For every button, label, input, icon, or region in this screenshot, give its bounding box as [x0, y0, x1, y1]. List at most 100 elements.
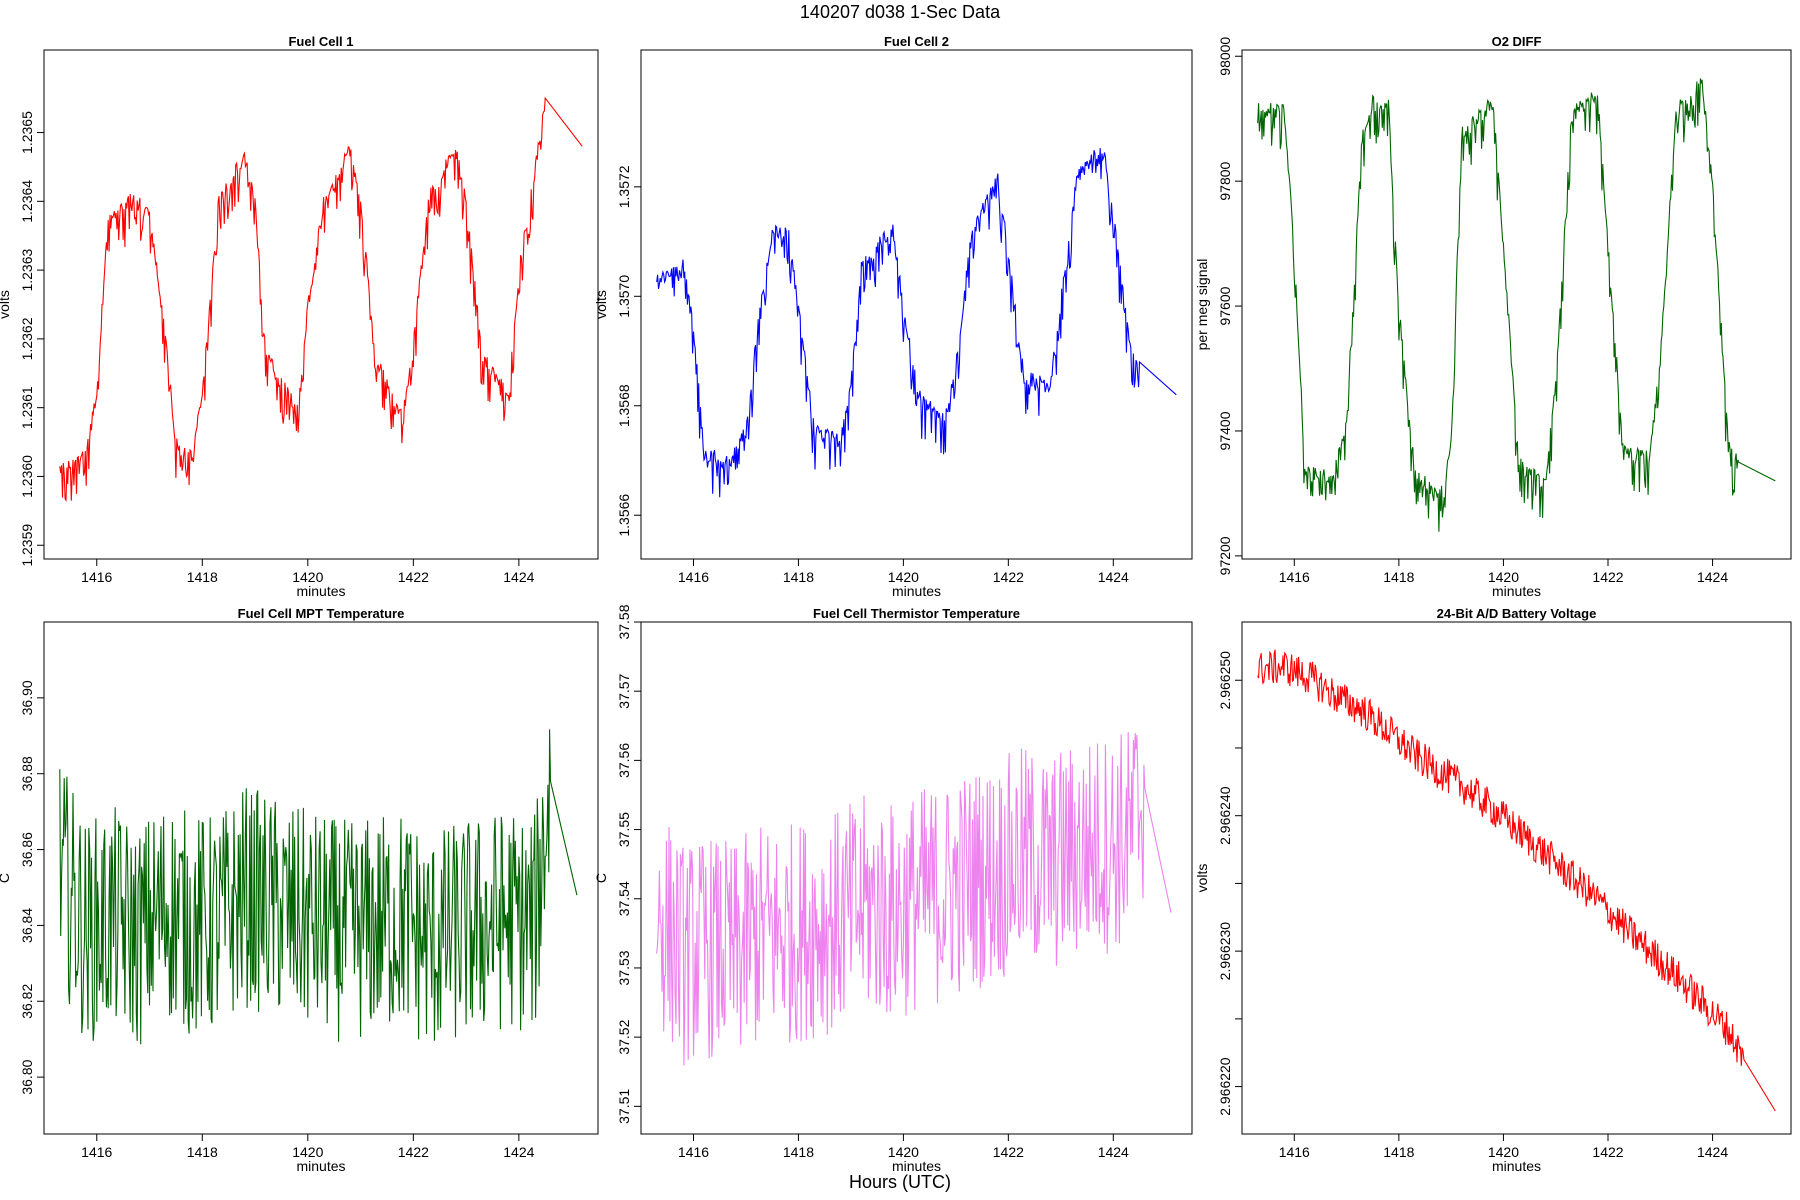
y-tick-label: 2.966220	[1217, 1057, 1233, 1116]
y-tick-label: 97400	[1217, 411, 1233, 450]
plot-frame	[1241, 49, 1792, 560]
x-tick-label: 1422	[398, 1144, 429, 1160]
y-tick-label: 37.56	[616, 743, 632, 778]
y-tick-label: 1.3568	[616, 384, 632, 427]
data-series-line	[59, 96, 583, 502]
plot-frame	[1241, 621, 1792, 1135]
x-tick-label: 1424	[1098, 1144, 1129, 1160]
y-tick-label: 37.53	[616, 950, 632, 985]
plot-frame	[43, 621, 599, 1135]
x-tick-label: 1424	[1697, 1144, 1728, 1160]
y-axis-label: volts	[593, 290, 609, 319]
plot-frame	[640, 49, 1193, 560]
panel-6: 24-Bit A/D Battery Voltage 1416 1418 1420 14…	[1194, 606, 1792, 1174]
panel-5: Fuel Cell Thermistor Temperature 1416 1418…	[593, 604, 1193, 1174]
x-tick-label: 1418	[1383, 569, 1414, 585]
y-tick-label: 36.90	[19, 680, 35, 715]
x-tick-label: 1418	[1383, 1144, 1414, 1160]
y-tick-label: 1.3566	[616, 494, 632, 537]
y-tick-label: 1.2365	[19, 111, 35, 154]
y-tick-label: 36.88	[19, 756, 35, 791]
x-tick-label: 1424	[1697, 569, 1728, 585]
data-series-line	[656, 732, 1172, 1066]
plot-area-3	[1241, 49, 1792, 560]
y-tick-label: 97200	[1217, 536, 1233, 575]
x-axis-label: minutes	[892, 1158, 941, 1174]
y-tick-label: 2.966240	[1217, 786, 1233, 845]
panel-title: O2 DIFF	[1492, 34, 1542, 49]
x-axis-label: minutes	[892, 583, 941, 599]
x-axis-label: minutes	[296, 583, 345, 599]
figure-title: 140207 d038 1-Sec Data	[800, 2, 1001, 22]
x-tick-label: 1416	[81, 1144, 112, 1160]
data-series-line	[1257, 78, 1776, 532]
x-tick-label: 1416	[678, 1144, 709, 1160]
plot-area-2	[640, 49, 1193, 560]
y-tick-label: 1.2361	[19, 386, 35, 429]
y-tick-label: 37.57	[616, 673, 632, 708]
x-axis-label: minutes	[296, 1158, 345, 1174]
panel-title: Fuel Cell 1	[288, 34, 353, 49]
x-tick-label: 1420	[292, 1144, 323, 1160]
y-tick-label: 97600	[1217, 286, 1233, 325]
y-axis-label: C	[593, 873, 609, 883]
panel-3: O2 DIFF 1416 1418 1420 1422 1424 minutes 97200 9…	[1194, 34, 1792, 599]
y-axis-label: volts	[1194, 864, 1210, 893]
x-tick-label: 1420	[888, 1144, 919, 1160]
panel-title: Fuel Cell Thermistor Temperature	[813, 606, 1020, 621]
y-tick-label: 1.2360	[19, 455, 35, 498]
x-tick-label: 1420	[888, 569, 919, 585]
y-tick-label: 36.84	[19, 908, 35, 943]
y-tick-label: 2.966230	[1217, 922, 1233, 981]
panels: Fuel Cell 1 1416 1418 1420 1422 1424 minutes 1.…	[0, 34, 1792, 1174]
panel-title: Fuel Cell MPT Temperature	[238, 606, 405, 621]
x-tick-label: 1422	[993, 569, 1024, 585]
panel-title: Fuel Cell 2	[884, 34, 949, 49]
y-axis-label: C	[0, 873, 12, 883]
y-tick-label: 2.966250	[1217, 651, 1233, 710]
figure-xlabel: Hours (UTC)	[849, 1172, 951, 1192]
y-tick-label: 36.86	[19, 832, 35, 867]
panel-1: Fuel Cell 1 1416 1418 1420 1422 1424 minutes 1.…	[0, 34, 599, 599]
x-tick-label: 1422	[993, 1144, 1024, 1160]
plot-area-5	[640, 621, 1193, 1135]
x-tick-label: 1424	[503, 1144, 534, 1160]
x-tick-label: 1418	[783, 569, 814, 585]
plot-frame	[640, 621, 1193, 1135]
y-tick-label: 37.55	[616, 812, 632, 847]
x-tick-label: 1420	[292, 569, 323, 585]
plot-area-6	[1241, 621, 1792, 1135]
x-tick-label: 1416	[1279, 569, 1310, 585]
y-tick-label: 97800	[1217, 161, 1233, 200]
y-tick-label: 1.2359	[19, 524, 35, 567]
y-tick-label: 36.82	[19, 984, 35, 1019]
panel-4: Fuel Cell MPT Temperature 1416 1418 1420 142…	[0, 606, 599, 1174]
panel-title: 24-Bit A/D Battery Voltage	[1437, 606, 1597, 621]
x-tick-label: 1422	[1592, 569, 1623, 585]
data-series-line	[59, 729, 578, 1045]
y-tick-label: 1.2364	[19, 180, 35, 223]
y-tick-label: 37.54	[616, 881, 632, 916]
x-tick-label: 1416	[81, 569, 112, 585]
x-tick-label: 1422	[1592, 1144, 1623, 1160]
x-tick-label: 1418	[783, 1144, 814, 1160]
x-tick-label: 1424	[503, 569, 534, 585]
x-tick-label: 1416	[678, 569, 709, 585]
y-tick-label: 37.52	[616, 1019, 632, 1054]
data-series-line	[656, 148, 1177, 498]
data-series-line	[1257, 649, 1776, 1112]
y-axis-label: volts	[0, 290, 12, 319]
y-axis-label: per meg signal	[1194, 259, 1210, 351]
y-tick-label: 1.2363	[19, 248, 35, 291]
panel-2: Fuel Cell 2 1416 1418 1420 1422 1424 minutes 1.…	[593, 34, 1193, 599]
y-tick-label: 1.2362	[19, 317, 35, 360]
x-tick-label: 1422	[398, 569, 429, 585]
y-tick-label: 36.80	[19, 1059, 35, 1094]
x-tick-label: 1416	[1279, 1144, 1310, 1160]
y-tick-label: 37.58	[616, 604, 632, 639]
x-tick-label: 1418	[187, 1144, 218, 1160]
y-tick-label: 1.3572	[616, 165, 632, 208]
y-tick-label: 98000	[1217, 37, 1233, 76]
